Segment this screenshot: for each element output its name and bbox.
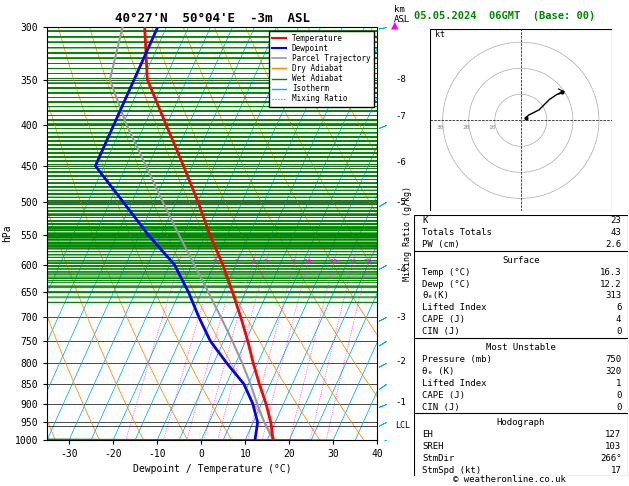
Text: © weatheronline.co.uk: © weatheronline.co.uk	[453, 474, 566, 484]
Text: 2: 2	[212, 259, 216, 264]
Text: 12.2: 12.2	[600, 279, 621, 289]
Text: 1: 1	[616, 379, 621, 388]
Text: Lifted Index: Lifted Index	[423, 379, 487, 388]
Text: EH: EH	[423, 430, 433, 439]
Text: PW (cm): PW (cm)	[423, 240, 460, 249]
Text: 266°: 266°	[600, 454, 621, 463]
Text: 10: 10	[303, 259, 311, 264]
Text: 5: 5	[263, 259, 267, 264]
Text: CAPE (J): CAPE (J)	[423, 391, 465, 399]
Text: 750: 750	[605, 355, 621, 364]
Text: Dewp (°C): Dewp (°C)	[423, 279, 471, 289]
Text: θₑ (K): θₑ (K)	[423, 367, 455, 376]
Text: kt: kt	[435, 30, 445, 39]
Text: 3: 3	[234, 259, 238, 264]
Text: 320: 320	[605, 367, 621, 376]
Text: 20: 20	[348, 259, 357, 264]
Text: →: →	[398, 16, 404, 26]
Text: 127: 127	[605, 430, 621, 439]
Text: Temp (°C): Temp (°C)	[423, 268, 471, 277]
Text: -8: -8	[396, 75, 406, 84]
Text: K: K	[423, 216, 428, 226]
Text: 30: 30	[437, 125, 444, 131]
Text: 8: 8	[291, 259, 296, 264]
Text: LCL: LCL	[396, 421, 410, 430]
Y-axis label: hPa: hPa	[2, 225, 12, 242]
Text: -7: -7	[396, 112, 406, 121]
Text: 0: 0	[616, 327, 621, 336]
X-axis label: Dewpoint / Temperature (°C): Dewpoint / Temperature (°C)	[133, 465, 292, 474]
Text: 10: 10	[489, 125, 496, 131]
Text: km
ASL: km ASL	[394, 5, 410, 24]
Text: 05.05.2024  06GMT  (Base: 00): 05.05.2024 06GMT (Base: 00)	[414, 11, 595, 21]
Legend: Temperature, Dewpoint, Parcel Trajectory, Dry Adiabat, Wet Adiabat, Isotherm, Mi: Temperature, Dewpoint, Parcel Trajectory…	[269, 31, 374, 106]
Text: 313: 313	[605, 292, 621, 300]
Text: SREH: SREH	[423, 442, 444, 451]
Text: 15: 15	[329, 259, 338, 264]
Text: Pressure (mb): Pressure (mb)	[423, 355, 493, 364]
Text: 25: 25	[363, 259, 372, 264]
Text: 23: 23	[611, 216, 621, 226]
Text: -5: -5	[396, 197, 406, 207]
Text: StmDir: StmDir	[423, 454, 455, 463]
Text: -4: -4	[396, 264, 406, 274]
Text: 4: 4	[250, 259, 255, 264]
Text: 0: 0	[616, 391, 621, 399]
Text: -2: -2	[396, 357, 406, 365]
Text: Mixing Ratio (g/kg): Mixing Ratio (g/kg)	[403, 186, 413, 281]
Text: StmSpd (kt): StmSpd (kt)	[423, 466, 482, 475]
Text: 2.6: 2.6	[605, 240, 621, 249]
Text: Hodograph: Hodograph	[497, 418, 545, 427]
Text: Totals Totals: Totals Totals	[423, 228, 493, 237]
Text: 17: 17	[611, 466, 621, 475]
Text: CIN (J): CIN (J)	[423, 402, 460, 412]
Text: Lifted Index: Lifted Index	[423, 303, 487, 312]
Text: 1: 1	[176, 259, 181, 264]
Text: 6: 6	[616, 303, 621, 312]
Text: 0: 0	[616, 402, 621, 412]
Text: ▲: ▲	[391, 18, 398, 32]
Text: 40°27'N  50°04'E  -3m  ASL: 40°27'N 50°04'E -3m ASL	[114, 12, 310, 25]
Text: θₑ(K): θₑ(K)	[423, 292, 449, 300]
Text: 43: 43	[611, 228, 621, 237]
Text: 16.3: 16.3	[600, 268, 621, 277]
Text: CAPE (J): CAPE (J)	[423, 315, 465, 324]
Text: -6: -6	[396, 157, 406, 167]
Text: Surface: Surface	[502, 256, 540, 265]
Text: -1: -1	[396, 399, 406, 407]
Text: Most Unstable: Most Unstable	[486, 343, 556, 352]
Text: -3: -3	[396, 313, 406, 322]
Text: 20: 20	[462, 125, 470, 131]
Text: CIN (J): CIN (J)	[423, 327, 460, 336]
Text: 103: 103	[605, 442, 621, 451]
Text: 4: 4	[616, 315, 621, 324]
